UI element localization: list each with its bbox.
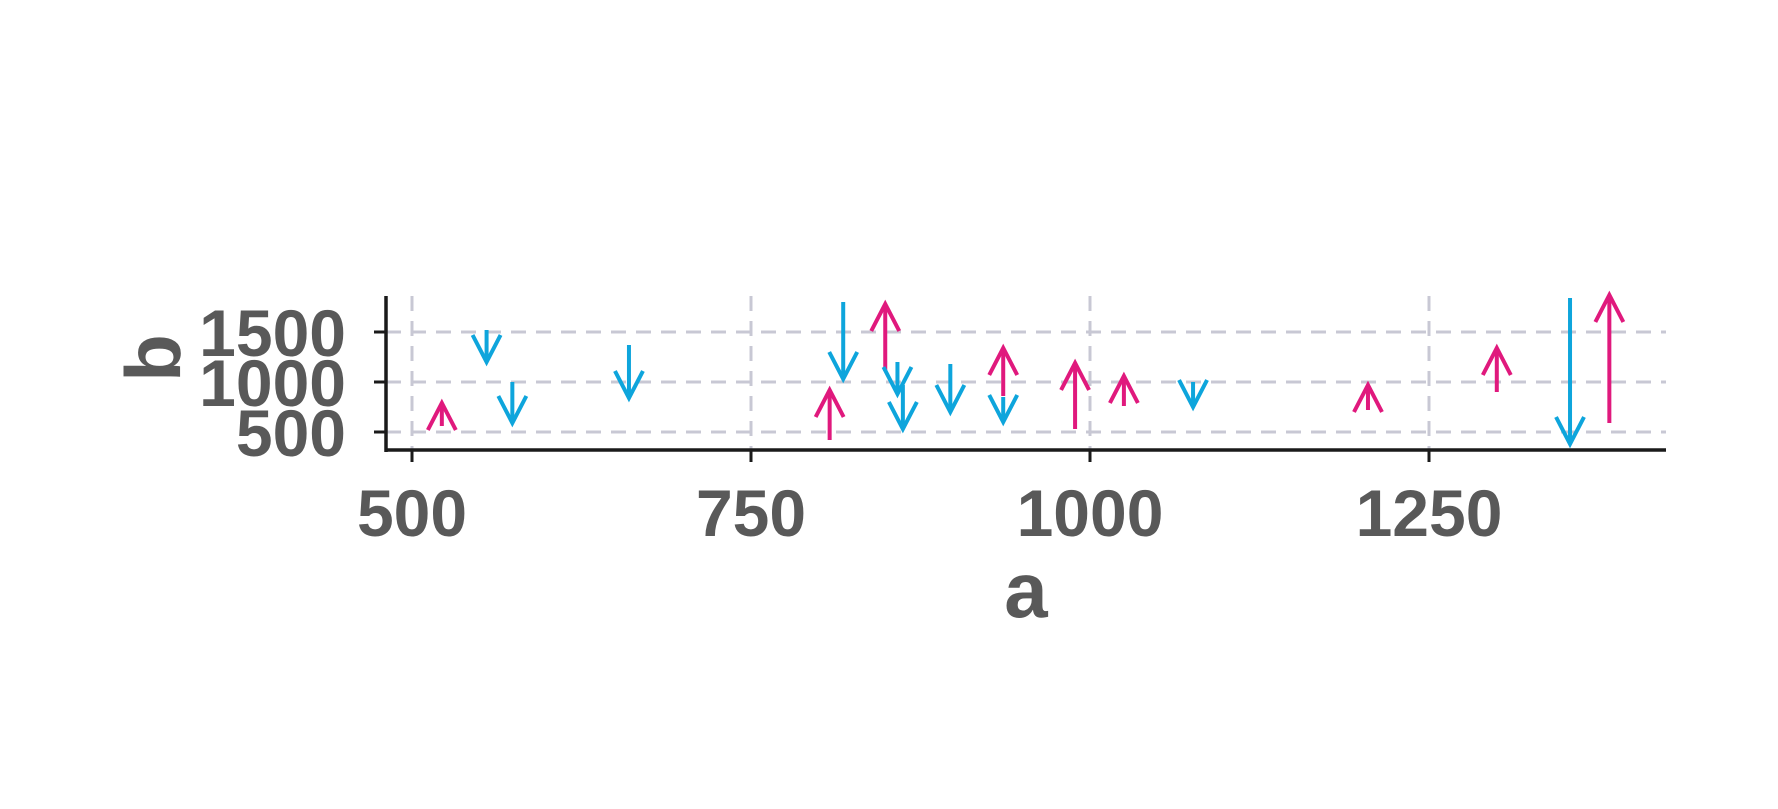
arrow-down [1554, 298, 1586, 449]
arrow-head [887, 401, 919, 434]
arrow-head [1352, 380, 1384, 413]
x-tick-label: 1250 [1356, 476, 1503, 550]
arrow-head [813, 385, 846, 418]
arrow-head [934, 384, 967, 417]
arrow-up [1108, 371, 1140, 406]
y-axis-title: b [109, 334, 197, 382]
x-tick-label: 750 [696, 476, 806, 550]
arrow-down [613, 345, 645, 403]
arrow-head [987, 343, 1019, 376]
arrow-up [1593, 290, 1626, 423]
arrow-head [827, 351, 859, 384]
x-axis-title: a [1004, 546, 1048, 634]
x-tick-label: 1000 [1017, 476, 1164, 550]
grid [386, 296, 1666, 450]
arrow-series [426, 290, 1626, 449]
arrow-up [869, 299, 902, 371]
axes [384, 296, 1666, 452]
arrow-up [426, 398, 458, 431]
arrow-head [1177, 379, 1209, 412]
arrow-head [1593, 290, 1626, 323]
x-tick-label: 500 [357, 476, 467, 550]
y-tick-label: 1500 [199, 296, 346, 370]
arrow-up [987, 343, 1019, 396]
arrow-head [470, 334, 503, 367]
arrow-down [1177, 379, 1209, 412]
arrow-up [1059, 358, 1091, 429]
y-tick-label: 1000 [199, 346, 346, 420]
arrow-head [1059, 358, 1091, 391]
arrow-up [1481, 343, 1513, 392]
arrow-head [881, 366, 914, 399]
y-tick-label: 500 [236, 396, 346, 470]
arrow-down [496, 382, 529, 428]
arrow-head [869, 299, 902, 332]
arrow-up [813, 385, 846, 440]
arrow-down [887, 385, 919, 434]
arrow-up [1352, 380, 1384, 413]
arrow-down [881, 362, 914, 399]
arrow-down [934, 364, 967, 417]
arrow-down [470, 330, 503, 367]
arrow-head [613, 370, 645, 403]
arrow-head [1481, 343, 1513, 376]
arrow-down [827, 302, 859, 384]
arrow-head [987, 394, 1019, 427]
arrow-head [1108, 371, 1140, 404]
arrow-head [496, 395, 529, 428]
arrow-head [1554, 416, 1586, 449]
arrow-head [426, 398, 458, 431]
arrow-down [987, 394, 1019, 427]
x-axis-ticks: 500 750 1000 1250 [357, 450, 1502, 550]
